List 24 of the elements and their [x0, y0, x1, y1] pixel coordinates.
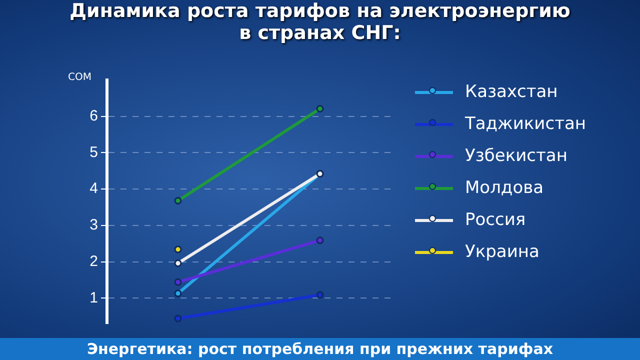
point: [316, 291, 324, 299]
point: [316, 236, 324, 244]
legend-label: Казахстан: [465, 82, 558, 102]
y-tick-label: 6: [90, 108, 98, 124]
y-tick-label: 1: [90, 289, 98, 306]
legend-label: Россия: [465, 210, 526, 230]
point: [174, 259, 182, 267]
point: [174, 314, 182, 322]
y-tick-label: 4: [90, 180, 98, 198]
point: [174, 290, 182, 298]
y-tick-label: 2: [90, 252, 98, 270]
legend-label: Узбекистан: [465, 146, 568, 166]
legend-label: Украина: [465, 242, 540, 262]
chart-title: Динамика роста тарифов на электроэнергию в странах СНГ:: [68, 0, 572, 44]
y-axis-title: СОМ: [68, 72, 92, 83]
point: [174, 278, 182, 286]
y-tick-label: 5: [90, 144, 98, 161]
point: [316, 104, 324, 112]
legend-label: Таджикистан: [465, 114, 586, 134]
y-tick-label: 3: [90, 216, 98, 234]
point: [174, 196, 182, 204]
point: [174, 246, 182, 254]
text: Энергетика: рост потребления при прежних тарифах: [0, 338, 640, 360]
legend-label: Молдова: [465, 178, 544, 198]
